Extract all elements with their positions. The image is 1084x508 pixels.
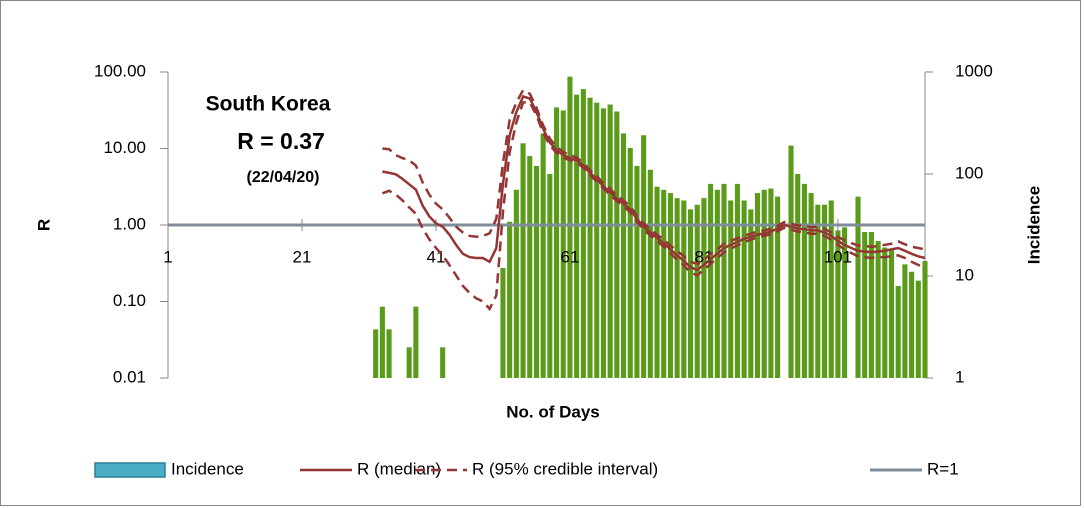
y-tick-label: 10.00 (103, 138, 146, 157)
y2-tick-label: 100 (955, 163, 983, 182)
bar (788, 145, 794, 378)
bar (748, 209, 754, 378)
bar (775, 196, 781, 378)
x-axis-title: No. of Days (506, 402, 600, 421)
bar (915, 280, 921, 378)
y2-axis-title: Incidence (1024, 186, 1043, 264)
bar (654, 186, 660, 378)
x-tick-label: 41 (427, 247, 446, 266)
bar (902, 264, 908, 378)
bar (801, 183, 807, 378)
bar (614, 111, 620, 379)
bar (821, 204, 828, 378)
bar (547, 174, 553, 378)
bar (761, 189, 767, 378)
bar (721, 183, 727, 378)
x-tick-label: 1 (163, 247, 172, 266)
bar (647, 169, 653, 378)
legend-swatch (94, 462, 166, 478)
bar (520, 143, 526, 378)
bar (687, 209, 694, 378)
y-axis-title: R (34, 219, 53, 231)
bar (862, 232, 868, 378)
bar (500, 267, 506, 378)
bar (815, 204, 821, 378)
bar (600, 108, 606, 378)
bar (674, 198, 680, 378)
bar (701, 198, 707, 378)
annotation: (22/04/20) (247, 169, 320, 186)
annotation: South Korea (206, 93, 331, 116)
legend-label: R (95% credible interval) (472, 459, 658, 478)
bar (694, 204, 700, 378)
bar (795, 174, 801, 378)
y-tick-label: 1.00 (113, 214, 146, 233)
bar (708, 183, 714, 378)
annotation: R = 0.37 (237, 128, 325, 154)
r-upper-line (382, 88, 926, 266)
x-tick-label: 21 (293, 247, 312, 266)
bar (728, 200, 734, 378)
bar (828, 200, 834, 378)
bar (842, 227, 848, 378)
bar (734, 183, 740, 378)
bar (714, 189, 720, 378)
y-tick-label: 0.01 (113, 367, 146, 386)
bar (594, 102, 600, 378)
bar (440, 347, 446, 378)
bar (607, 104, 613, 378)
bar (580, 89, 586, 378)
bar (587, 97, 593, 379)
bar (513, 189, 519, 378)
y-tick-label: 100.00 (94, 61, 146, 80)
bar (554, 107, 560, 379)
y2-tick-label: 10 (955, 265, 974, 284)
y-tick-label: 0.10 (113, 291, 146, 310)
bar (895, 285, 901, 378)
bar (667, 193, 673, 378)
legend-label: Incidence (171, 459, 244, 478)
bar (634, 165, 640, 378)
bar (627, 147, 633, 378)
x-tick-label: 61 (560, 247, 579, 266)
y2-tick-label: 1 (955, 367, 964, 386)
bar (527, 156, 533, 378)
bar (413, 306, 419, 378)
r-line (382, 94, 926, 272)
legend-label: R=1 (927, 459, 959, 478)
bar (540, 133, 546, 378)
bar (922, 261, 928, 378)
bar (373, 329, 379, 378)
legend-label: R (median) (357, 459, 441, 478)
bar (507, 221, 513, 378)
bar (533, 165, 539, 378)
bar (754, 193, 761, 378)
bar (386, 329, 392, 378)
bar (741, 200, 747, 378)
bar (808, 193, 814, 378)
bar (768, 188, 774, 378)
bar (574, 94, 580, 378)
bar (875, 241, 881, 378)
bar (835, 230, 841, 378)
x-tick-label: 101 (824, 247, 852, 266)
bar (888, 249, 895, 378)
bar (681, 200, 687, 378)
bar (560, 110, 566, 378)
bar (661, 189, 667, 378)
y2-tick-label: 1000 (955, 61, 993, 80)
bar (406, 347, 412, 378)
bar (379, 306, 385, 378)
bar (620, 133, 627, 378)
bar (855, 196, 861, 378)
bar (882, 247, 888, 378)
bar (868, 232, 874, 378)
bar (641, 135, 647, 378)
bar (909, 271, 915, 378)
